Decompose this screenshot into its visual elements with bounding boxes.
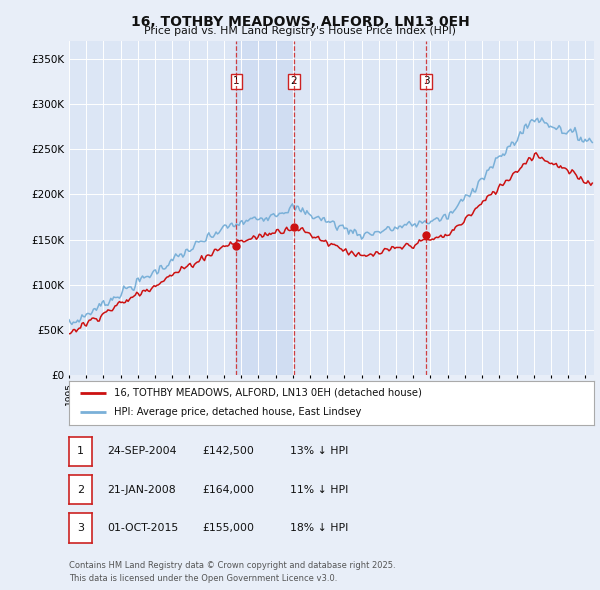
Text: £164,000: £164,000 <box>203 485 255 494</box>
Text: 2: 2 <box>77 485 84 494</box>
Text: 16, TOTHBY MEADOWS, ALFORD, LN13 0EH (detached house): 16, TOTHBY MEADOWS, ALFORD, LN13 0EH (de… <box>113 388 421 398</box>
Text: HPI: Average price, detached house, East Lindsey: HPI: Average price, detached house, East… <box>113 408 361 417</box>
Text: 21-JAN-2008: 21-JAN-2008 <box>107 485 175 494</box>
Text: 16, TOTHBY MEADOWS, ALFORD, LN13 0EH: 16, TOTHBY MEADOWS, ALFORD, LN13 0EH <box>131 15 469 29</box>
Text: 01-OCT-2015: 01-OCT-2015 <box>107 523 178 533</box>
Text: 1: 1 <box>77 447 84 456</box>
Text: £142,500: £142,500 <box>203 447 254 456</box>
Text: 2: 2 <box>290 76 297 86</box>
Text: 3: 3 <box>77 523 84 533</box>
Text: 24-SEP-2004: 24-SEP-2004 <box>107 447 176 456</box>
Text: 1: 1 <box>233 76 240 86</box>
Text: Contains HM Land Registry data © Crown copyright and database right 2025.
This d: Contains HM Land Registry data © Crown c… <box>69 562 395 583</box>
Text: 3: 3 <box>423 76 430 86</box>
Text: £155,000: £155,000 <box>203 523 255 533</box>
Text: 18% ↓ HPI: 18% ↓ HPI <box>290 523 348 533</box>
Text: 13% ↓ HPI: 13% ↓ HPI <box>290 447 348 456</box>
Text: Price paid vs. HM Land Registry's House Price Index (HPI): Price paid vs. HM Land Registry's House … <box>144 26 456 36</box>
Bar <box>236 41 293 375</box>
Text: 11% ↓ HPI: 11% ↓ HPI <box>290 485 348 494</box>
